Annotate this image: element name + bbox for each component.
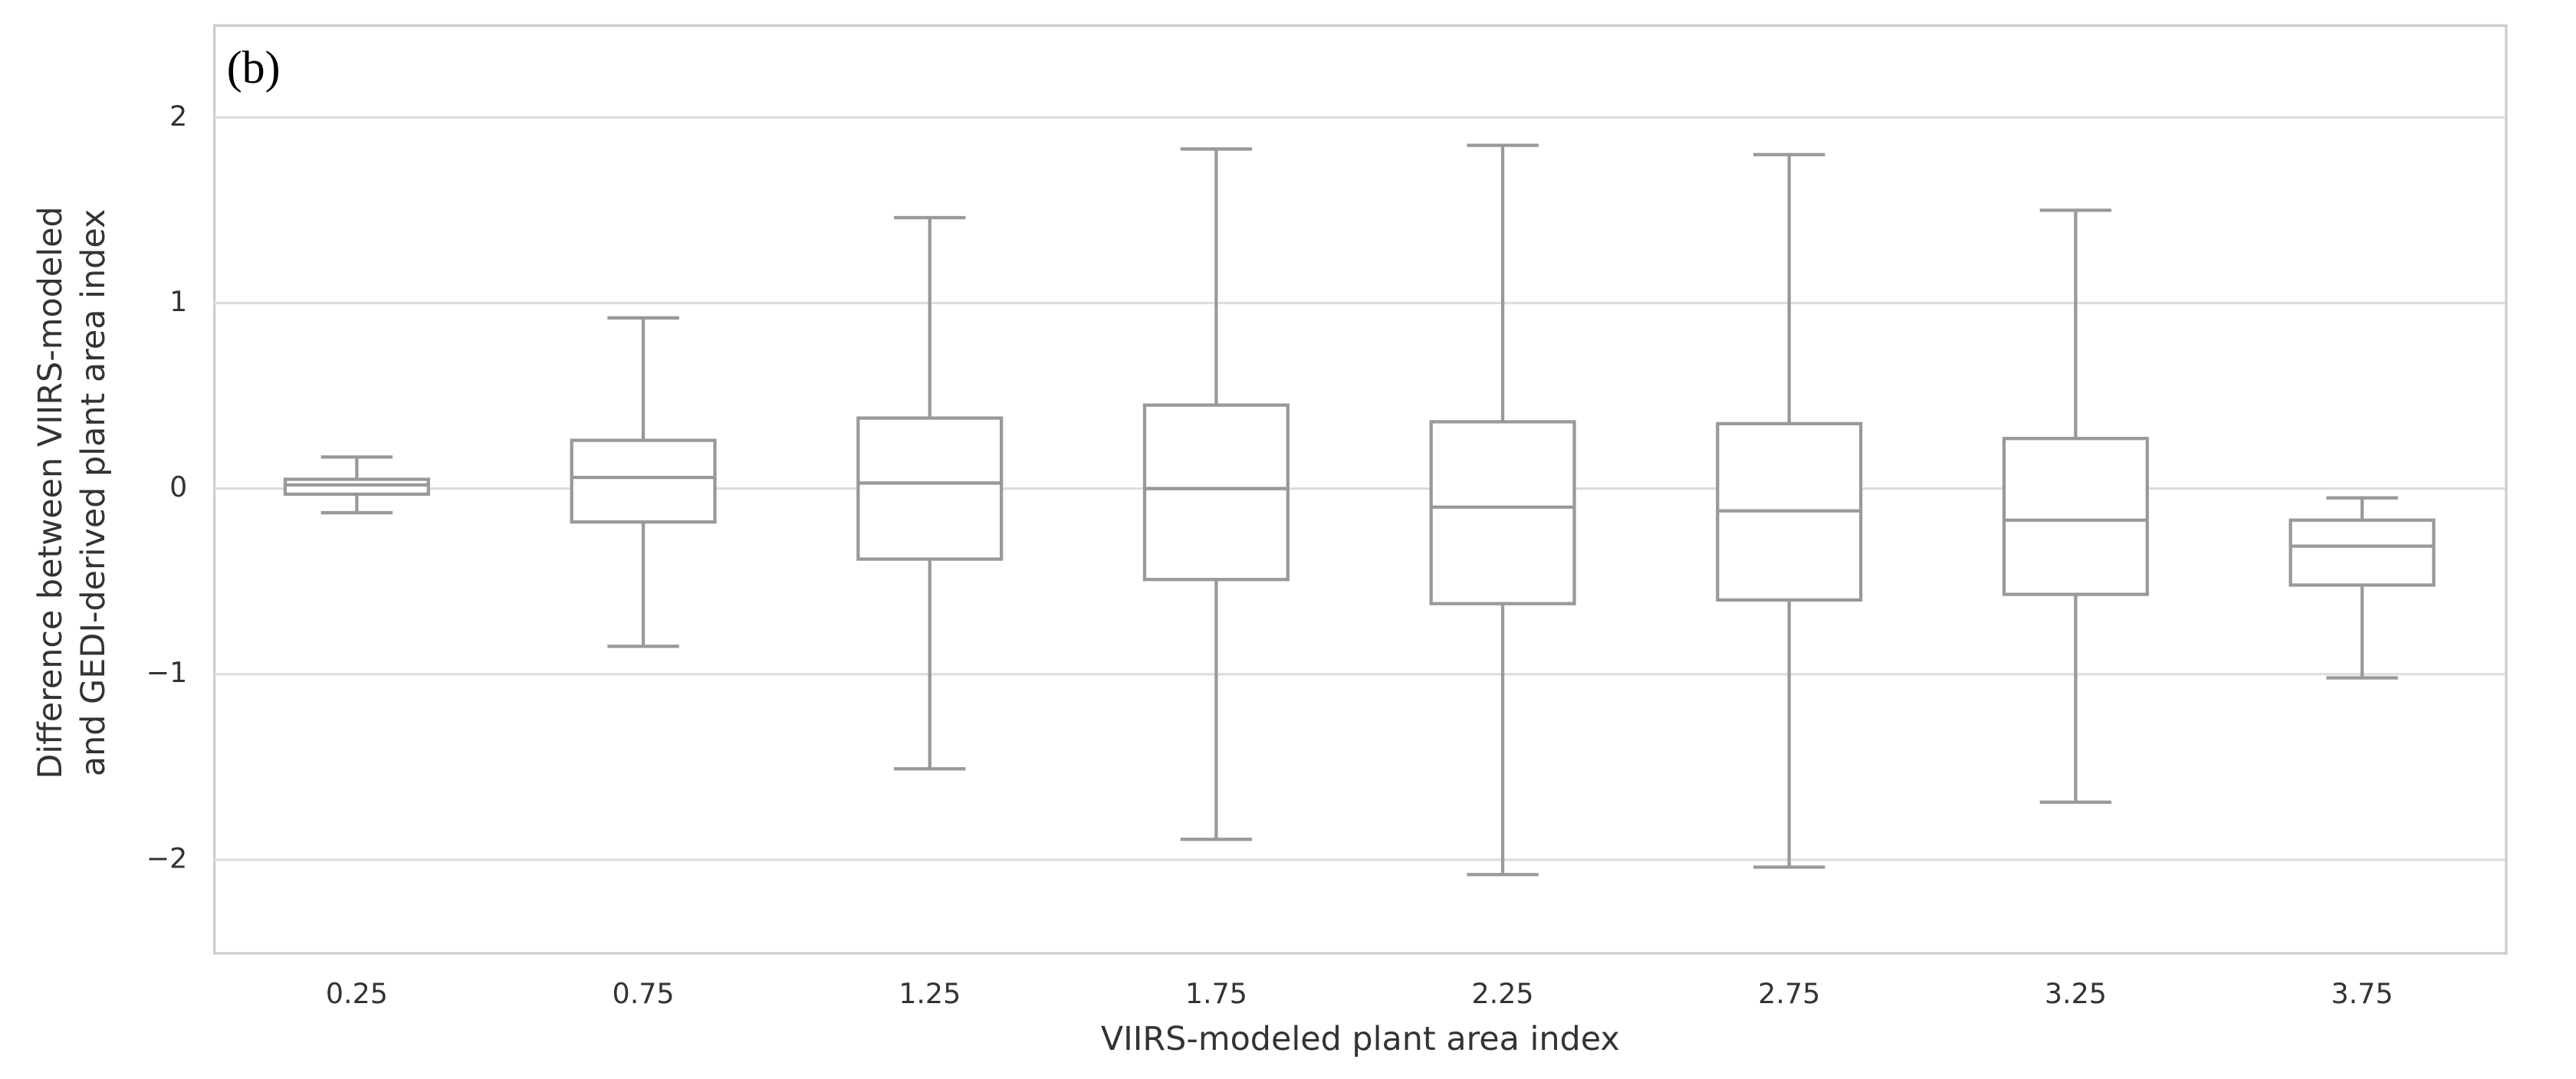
y-tick-label: −2 xyxy=(146,841,188,874)
box xyxy=(856,416,1004,561)
y-tick-label: −1 xyxy=(146,656,188,689)
x-tick-label: 0.75 xyxy=(613,977,675,1010)
x-tick-label: 0.25 xyxy=(326,977,388,1010)
x-tick-label: 2.75 xyxy=(1758,977,1820,1010)
box xyxy=(283,477,430,496)
y-tick-label: 0 xyxy=(169,471,187,503)
y-axis-title: Difference between VIIRS-modeled xyxy=(31,206,70,779)
x-tick-label: 3.25 xyxy=(2045,977,2107,1010)
y-axis-title: and GEDI-derived plant area index xyxy=(74,209,113,776)
x-tick-label: 3.75 xyxy=(2331,977,2393,1010)
y-tick-label: 1 xyxy=(169,285,187,318)
box xyxy=(2288,518,2436,587)
box xyxy=(2002,437,2149,596)
box xyxy=(1429,420,1576,605)
panel-label: (b) xyxy=(227,42,281,93)
box xyxy=(1142,403,1290,582)
x-tick-label: 2.25 xyxy=(1472,977,1534,1010)
y-tick-label: 2 xyxy=(169,100,187,133)
box xyxy=(570,438,717,524)
x-tick-label: 1.25 xyxy=(899,977,961,1010)
x-axis-title: VIIRS-modeled plant area index xyxy=(1101,1020,1620,1058)
x-tick-label: 1.75 xyxy=(1185,977,1247,1010)
